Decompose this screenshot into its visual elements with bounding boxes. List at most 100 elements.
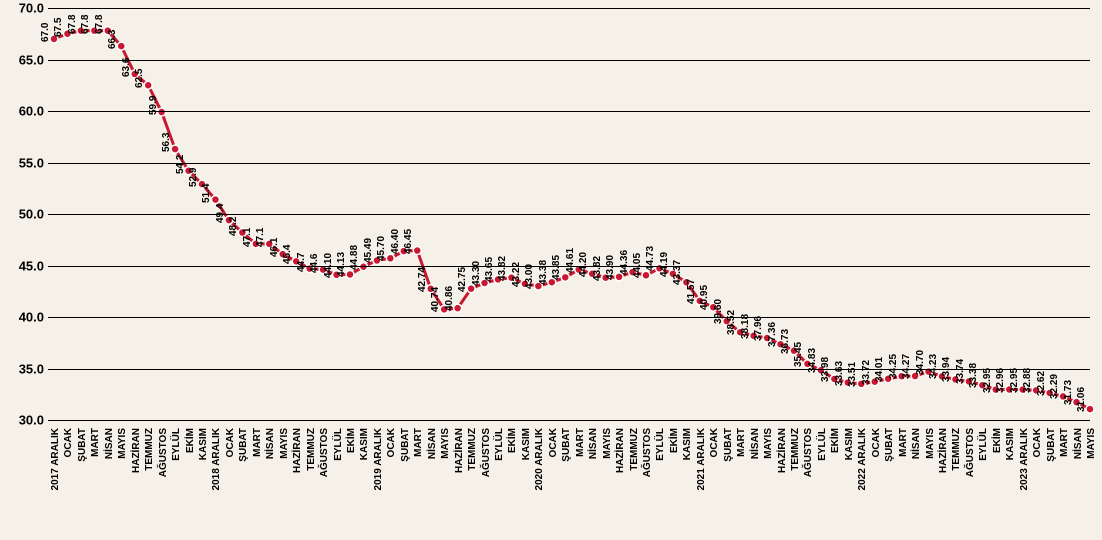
value-label: 46.1 <box>269 238 280 257</box>
data-point <box>413 247 421 255</box>
series-line <box>54 31 1090 409</box>
value-label: 48.2 <box>228 216 239 235</box>
value-label: 32.95 <box>1009 368 1020 393</box>
value-label: 31.06 <box>1076 387 1087 412</box>
value-label: 62.5 <box>134 69 145 88</box>
value-label: 38.52 <box>726 310 737 335</box>
value-label: 34.70 <box>915 350 926 375</box>
gridline <box>48 60 1090 61</box>
value-label: 32.96 <box>995 367 1006 392</box>
y-tick-label: 45.0 <box>0 258 44 273</box>
y-tick-label: 70.0 <box>0 1 44 16</box>
value-label: 33.38 <box>968 363 979 388</box>
value-label: 33.72 <box>861 360 872 385</box>
value-label: 33.63 <box>834 361 845 386</box>
value-label: 31.73 <box>1063 380 1074 405</box>
value-label: 33.51 <box>847 362 858 387</box>
value-label: 67.0 <box>40 22 51 41</box>
value-label: 44.13 <box>336 252 347 277</box>
value-label: 44.7 <box>296 252 307 271</box>
value-label: 43.82 <box>592 256 603 281</box>
value-label: 44.19 <box>659 252 670 277</box>
value-label: 32.29 <box>1049 374 1060 399</box>
value-label: 46.45 <box>403 229 414 254</box>
value-label: 34.23 <box>928 354 939 379</box>
value-label: 43.85 <box>551 255 562 280</box>
value-label: 43.30 <box>471 261 482 286</box>
value-label: 36.73 <box>780 329 791 354</box>
value-label: 32.95 <box>982 368 993 393</box>
value-label: 43.38 <box>538 260 549 285</box>
data-point <box>211 196 219 204</box>
value-label: 43.90 <box>605 255 616 280</box>
value-label: 54.2 <box>175 154 186 173</box>
value-label: 33.98 <box>820 357 831 382</box>
data-point <box>1086 405 1094 413</box>
value-label: 34.01 <box>874 357 885 382</box>
value-label: 33.74 <box>955 359 966 384</box>
data-point <box>642 271 650 279</box>
y-tick-label: 30.0 <box>0 413 44 428</box>
value-label: 44.61 <box>565 247 576 272</box>
data-point <box>346 270 354 278</box>
value-label: 41.57 <box>686 279 697 304</box>
value-label: 37.36 <box>767 322 778 347</box>
value-label: 44.88 <box>349 245 360 270</box>
value-label: 67.8 <box>80 14 91 33</box>
gridline <box>48 111 1090 112</box>
value-label: 40.86 <box>444 286 455 311</box>
value-label: 37.96 <box>753 316 764 341</box>
value-label: 63.6 <box>121 57 132 76</box>
data-point <box>386 254 394 262</box>
value-label: 35.45 <box>793 342 804 367</box>
value-label: 43.22 <box>511 262 522 287</box>
gridline <box>48 317 1090 318</box>
value-label: 45.4 <box>282 245 293 264</box>
value-label: 46.40 <box>390 229 401 254</box>
value-label: 40.74 <box>430 287 441 312</box>
value-label: 34.83 <box>807 348 818 373</box>
value-label: 47.1 <box>255 227 266 246</box>
value-label: 49.4 <box>215 204 226 223</box>
value-label: 42.75 <box>457 267 468 292</box>
gridline <box>48 214 1090 215</box>
data-point <box>171 145 179 153</box>
value-label: 44.36 <box>619 250 630 275</box>
y-tick-label: 50.0 <box>0 207 44 222</box>
value-label: 32.62 <box>1036 371 1047 396</box>
value-label: 42.74 <box>417 267 428 292</box>
y-tick-label: 55.0 <box>0 155 44 170</box>
y-tick-label: 40.0 <box>0 310 44 325</box>
value-label: 43.82 <box>497 256 508 281</box>
value-label: 39.60 <box>713 299 724 324</box>
value-label: 44.10 <box>323 253 334 278</box>
value-label: 45.70 <box>376 236 387 261</box>
value-label: 33.94 <box>941 357 952 382</box>
value-label: 45.49 <box>363 238 374 263</box>
value-label: 51.4 <box>201 183 212 202</box>
value-label: 56.3 <box>161 133 172 152</box>
gridline <box>48 420 1090 421</box>
value-label: 44.20 <box>578 252 589 277</box>
value-label: 44.05 <box>632 253 643 278</box>
value-label: 32.88 <box>1022 368 1033 393</box>
value-label: 43.65 <box>484 257 495 282</box>
value-label: 34.27 <box>901 354 912 379</box>
value-label: 34.25 <box>888 354 899 379</box>
value-label: 66.3 <box>107 30 118 49</box>
data-point <box>117 42 125 50</box>
value-label: 38.18 <box>740 314 751 339</box>
gridline <box>48 163 1090 164</box>
value-label: 67.5 <box>53 17 64 36</box>
value-label: 44.6 <box>309 253 320 272</box>
value-label: 67.8 <box>67 14 78 33</box>
value-label: 44.73 <box>645 246 656 271</box>
data-point <box>359 263 367 271</box>
value-label: 52.9 <box>188 168 199 187</box>
value-label: 43.37 <box>672 260 683 285</box>
y-tick-label: 35.0 <box>0 361 44 376</box>
data-point <box>144 81 152 89</box>
value-label: 40.95 <box>699 285 710 310</box>
x-tick-label: MAYIS <box>1086 428 1102 459</box>
data-point <box>561 273 569 281</box>
